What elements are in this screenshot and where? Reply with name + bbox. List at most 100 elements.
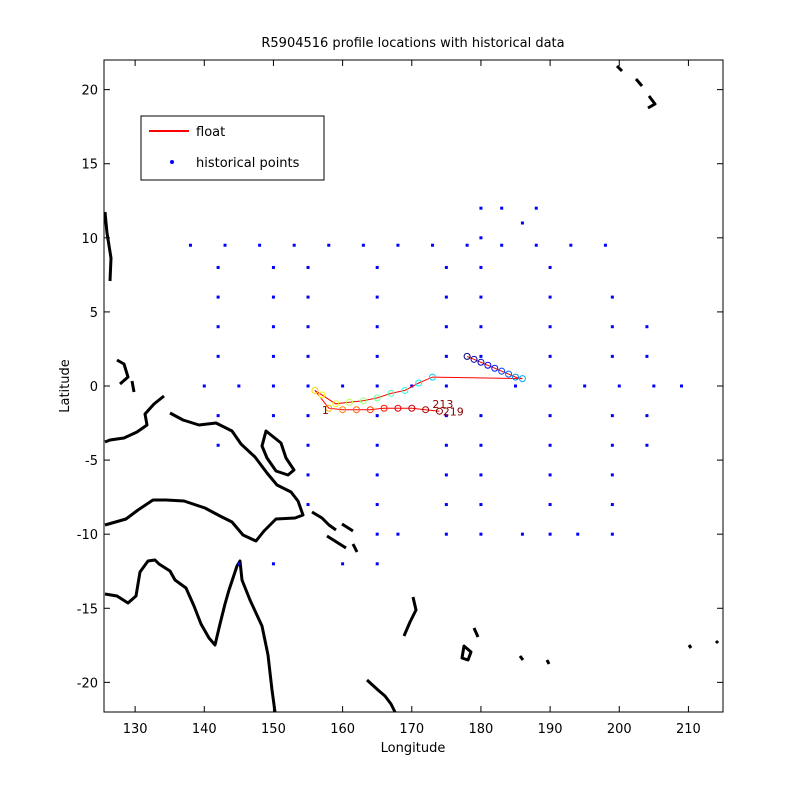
historical-point — [548, 443, 552, 447]
float-profile-point — [518, 375, 526, 383]
historical-point — [479, 236, 483, 240]
historical-point — [375, 562, 379, 566]
coastline-fiji — [460, 627, 720, 665]
float-profile-point — [373, 394, 381, 402]
historical-point — [548, 384, 552, 388]
historical-point — [444, 265, 448, 269]
historical-point — [534, 243, 538, 247]
historical-point — [548, 295, 552, 299]
historical-point — [617, 384, 621, 388]
historical-point — [216, 325, 220, 329]
float-profile-point — [498, 367, 506, 375]
float-profile-point — [408, 404, 416, 412]
historical-point — [223, 243, 227, 247]
x-tick-label: 130 — [123, 722, 148, 737]
historical-point — [680, 384, 684, 388]
historical-point — [306, 295, 310, 299]
historical-point — [375, 354, 379, 358]
historical-point — [444, 295, 448, 299]
float-profile-point — [394, 404, 402, 412]
historical-point — [610, 325, 614, 329]
float-profile-label: 1 — [322, 404, 329, 417]
x-tick-label: 170 — [399, 722, 424, 737]
historical-point — [645, 354, 649, 358]
historical-point — [610, 443, 614, 447]
historical-point — [500, 243, 504, 247]
historical-point — [271, 325, 275, 329]
historical-point — [271, 384, 275, 388]
historical-point — [216, 295, 220, 299]
historical-point — [603, 243, 607, 247]
historical-point — [306, 265, 310, 269]
float-profile-point — [332, 400, 340, 408]
historical-point — [548, 473, 552, 477]
historical-point — [271, 295, 275, 299]
historical-point — [306, 384, 310, 388]
coastline-hawaii — [615, 64, 657, 110]
float-profile-point — [380, 404, 388, 412]
float-profile-point — [387, 389, 395, 397]
coastline-new-ireland — [260, 429, 296, 477]
float-profile-point — [505, 370, 513, 378]
historical-point — [306, 503, 310, 507]
historical-point — [514, 384, 518, 388]
x-tick-label: 190 — [538, 722, 563, 737]
historical-point — [396, 243, 400, 247]
coastline-vanuatu-caledonia — [365, 596, 418, 712]
historical-point — [444, 503, 448, 507]
historical-point — [520, 532, 524, 536]
float-profile-point — [463, 352, 471, 360]
float-track-line — [314, 355, 523, 412]
historical-point — [444, 384, 448, 388]
historical-point — [610, 503, 614, 507]
x-axis-label: Longitude — [381, 741, 446, 756]
float-profile-point — [484, 361, 492, 369]
historical-point — [500, 206, 504, 210]
historical-point — [479, 325, 483, 329]
historical-point — [410, 384, 414, 388]
historical-point — [444, 414, 448, 418]
float-profile-point — [339, 406, 347, 414]
historical-point — [375, 384, 379, 388]
historical-point — [237, 384, 241, 388]
historical-point — [375, 265, 379, 269]
float-profile-point — [352, 406, 360, 414]
historical-point — [548, 325, 552, 329]
historical-point — [306, 443, 310, 447]
historical-point — [306, 354, 310, 358]
historical-point — [479, 354, 483, 358]
float-profile-point — [491, 364, 499, 372]
historical-point — [479, 265, 483, 269]
x-tick-label: 160 — [330, 722, 355, 737]
coastline-new-guinea — [104, 394, 305, 543]
historical-point — [361, 243, 365, 247]
historical-point — [444, 443, 448, 447]
float-profile-label: 219 — [443, 406, 464, 419]
historical-points-layer — [188, 206, 684, 566]
y-tick-label: 0 — [90, 380, 98, 395]
float-profile-point — [429, 373, 437, 381]
y-tick-label: 20 — [81, 84, 98, 99]
historical-point — [375, 325, 379, 329]
legend-float-label: float — [196, 125, 225, 140]
historical-point — [610, 295, 614, 299]
historical-point — [576, 532, 580, 536]
x-tick-label: 180 — [469, 722, 494, 737]
historical-point — [258, 243, 262, 247]
historical-point — [645, 414, 649, 418]
historical-point — [396, 532, 400, 536]
historical-point — [652, 384, 656, 388]
historical-point — [548, 532, 552, 536]
historical-point — [237, 562, 241, 566]
historical-point — [188, 243, 192, 247]
historical-point — [645, 325, 649, 329]
historical-point — [534, 206, 538, 210]
float-profile-point — [435, 407, 443, 415]
x-tick-label: 200 — [607, 722, 632, 737]
historical-point — [271, 562, 275, 566]
chart-title: R5904516 profile locations with historic… — [261, 36, 564, 51]
historical-point — [375, 295, 379, 299]
historical-point — [216, 354, 220, 358]
historical-point — [548, 265, 552, 269]
